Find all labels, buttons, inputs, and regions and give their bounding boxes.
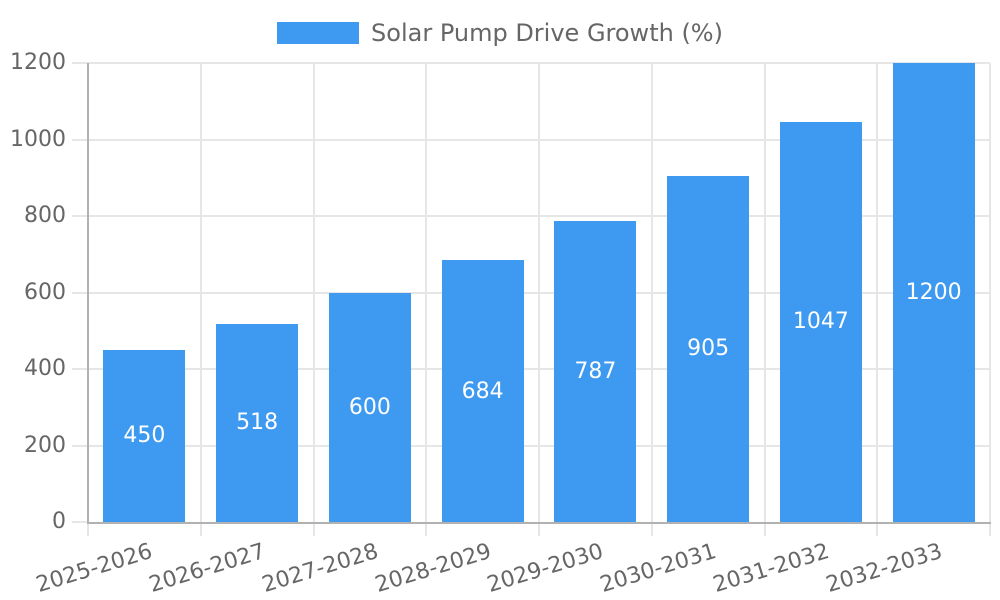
y-axis-tick-label: 0: [52, 509, 66, 534]
grid-line-vertical: [763, 63, 766, 522]
bar[interactable]: 1200: [892, 63, 975, 522]
grid-line-vertical: [312, 63, 315, 522]
grid-line-vertical: [425, 63, 428, 522]
bar[interactable]: 450: [103, 349, 186, 522]
grid-line-vertical: [876, 63, 879, 522]
grid-line-vertical: [199, 63, 202, 522]
x-axis-label: 2025-2026: [33, 539, 156, 598]
y-axis-tick-label: 400: [24, 356, 66, 381]
y-axis-tick-label: 1200: [10, 50, 66, 75]
y-axis-tick-label: 800: [24, 203, 66, 228]
y-axis-tick: [72, 138, 88, 141]
bar[interactable]: 600: [328, 292, 411, 522]
bar-value-label: 905: [687, 336, 730, 362]
y-axis-tick-label: 1000: [10, 126, 66, 152]
x-axis-tick: [312, 522, 315, 536]
y-axis-tick: [72, 368, 88, 370]
x-axis-tick: [763, 522, 766, 536]
x-axis-tick: [199, 522, 202, 536]
x-axis-tick: [989, 522, 991, 536]
bar-value-label: 787: [574, 358, 617, 384]
bar[interactable]: 905: [667, 175, 750, 522]
legend-item[interactable]: Solar Pump Drive Growth (%): [0, 21, 1000, 45]
x-axis-label: 2032-2033: [822, 539, 945, 598]
x-axis-label: 2029-2030: [484, 539, 607, 598]
bar-value-label: 1047: [792, 309, 849, 335]
x-axis-tick: [538, 522, 540, 536]
x-axis-label: 2027-2028: [259, 539, 382, 598]
bar-value-label: 684: [461, 378, 504, 404]
x-axis-label: 2028-2029: [371, 539, 494, 598]
x-axis-line: [87, 522, 991, 524]
bar-value-label: 450: [123, 423, 166, 449]
x-axis-tick: [425, 522, 428, 536]
y-axis-line: [87, 63, 89, 524]
bar[interactable]: 684: [441, 260, 524, 522]
y-axis-tick: [72, 291, 88, 294]
y-axis-tick: [72, 215, 88, 217]
bar[interactable]: 518: [216, 323, 299, 522]
x-axis-tick: [650, 522, 653, 536]
x-axis-label: 2030-2031: [597, 539, 720, 598]
bar[interactable]: 787: [554, 220, 637, 522]
x-axis-label: 2031-2032: [710, 539, 833, 598]
legend-label: Solar Pump Drive Growth (%): [371, 19, 723, 47]
bar-value-label: 1200: [905, 280, 962, 305]
bar-value-label: 600: [348, 394, 391, 420]
y-axis-tick-label: 200: [24, 432, 66, 458]
y-axis-tick: [72, 521, 88, 523]
grid-line-vertical: [650, 63, 653, 522]
y-axis-tick: [72, 62, 88, 64]
grid-line-vertical: [989, 63, 991, 522]
y-axis-tick-label: 600: [24, 279, 66, 305]
bar-value-label: 518: [236, 410, 279, 436]
y-axis-tick: [72, 444, 88, 447]
bar[interactable]: 1047: [779, 121, 862, 522]
x-axis-tick: [876, 522, 879, 536]
legend-swatch: [277, 22, 360, 44]
grid-line-vertical: [538, 63, 540, 522]
x-axis-label: 2026-2027: [146, 539, 269, 598]
x-axis-tick: [87, 522, 89, 536]
